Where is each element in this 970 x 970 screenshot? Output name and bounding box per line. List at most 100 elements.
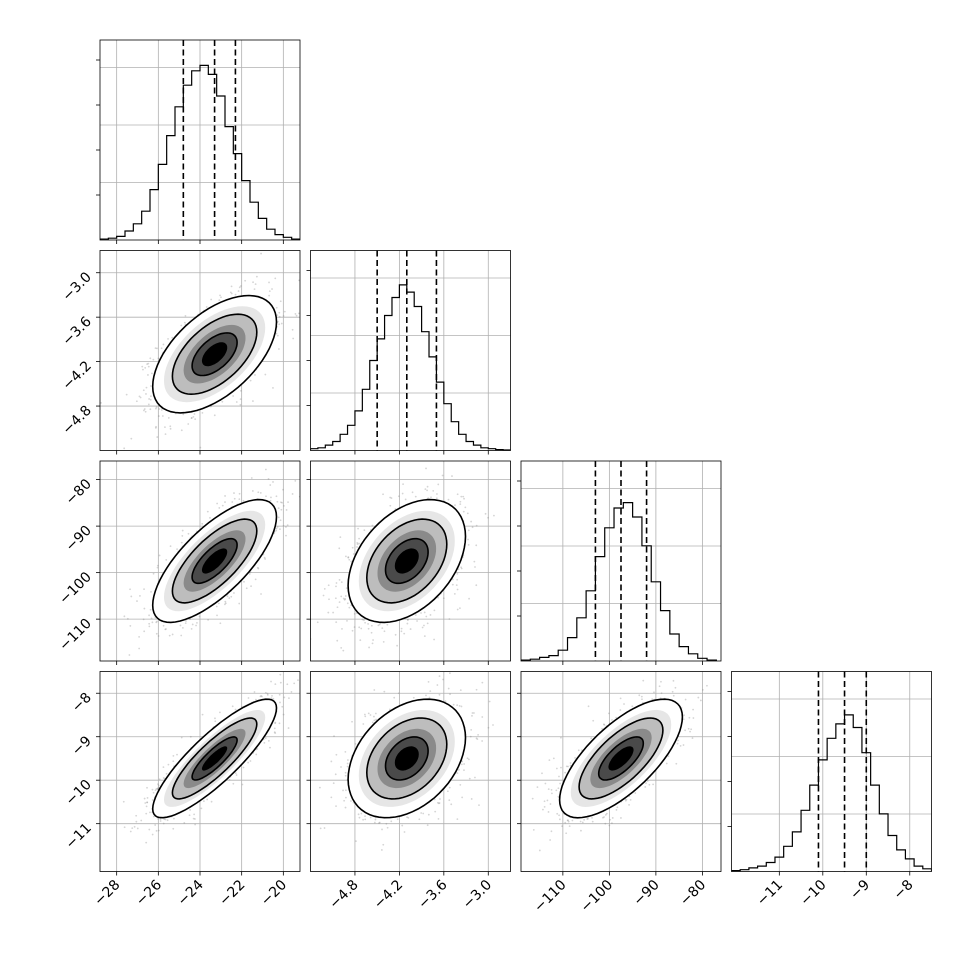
sample-point [148, 828, 151, 831]
sample-point [268, 290, 271, 293]
sample-point [250, 477, 253, 479]
sample-point [257, 491, 260, 494]
sample-point [184, 314, 187, 317]
sample-point [143, 607, 146, 610]
sample-point [389, 496, 392, 499]
sample-point [353, 626, 356, 628]
sample-point [470, 520, 473, 523]
sample-point [459, 500, 462, 503]
sample-point [155, 425, 157, 428]
contour-0 [191, 332, 238, 377]
sample-point [426, 489, 428, 492]
sample-point [364, 621, 366, 624]
sample-point [342, 597, 345, 600]
y-tick-label: −4.8 [59, 403, 94, 438]
sample-point [265, 495, 267, 498]
sample-point [172, 760, 175, 763]
sample-point [235, 401, 238, 403]
sample-point [224, 495, 226, 497]
sample-point [192, 415, 195, 418]
sample-point [167, 417, 170, 419]
sample-point [348, 558, 351, 561]
sample-point [338, 578, 341, 581]
sample-point [216, 502, 219, 505]
sample-point [219, 294, 221, 297]
sample-point [280, 508, 283, 511]
sample-point [142, 618, 145, 621]
sample-point [149, 357, 152, 360]
sample-point [157, 415, 160, 417]
sample-point [213, 414, 216, 417]
sample-point [460, 567, 463, 570]
sample-point [156, 566, 159, 569]
sample-point [467, 529, 470, 532]
sample-point [397, 495, 400, 498]
sample-point [406, 618, 409, 621]
sample-point [269, 484, 272, 486]
sample-point [292, 337, 295, 340]
sample-point [155, 632, 158, 635]
sample-point [187, 532, 190, 535]
histogram-panel-1 [306, 250, 511, 455]
y-tick-label: −4.2 [59, 358, 94, 393]
sample-point [147, 374, 149, 376]
sample-point [256, 566, 259, 569]
sample-point [155, 621, 158, 624]
sample-point [285, 509, 288, 511]
sample-point [294, 479, 297, 482]
sample-point [171, 633, 174, 636]
sample-point [436, 493, 438, 495]
sample-point [335, 582, 338, 584]
sample-point [358, 537, 360, 540]
sample-point [257, 567, 260, 570]
sample-point [164, 628, 167, 631]
sample-point [456, 493, 459, 496]
sample-point [336, 606, 339, 609]
sample-point [129, 625, 132, 627]
sample-point [245, 587, 248, 590]
sample-point [291, 493, 294, 495]
sample-point [239, 403, 242, 406]
sample-point [144, 410, 147, 413]
sample-point [242, 499, 245, 502]
sample-point [459, 607, 461, 610]
sample-point [250, 585, 252, 588]
sample-point [471, 526, 474, 529]
sample-point [252, 281, 254, 284]
sample-point [199, 446, 202, 449]
sample-point [359, 639, 362, 642]
sample-point [347, 556, 350, 558]
histogram-panel-0 [96, 39, 301, 244]
sample-point [278, 348, 280, 350]
sample-point [184, 622, 187, 625]
sample-point [150, 590, 152, 593]
sample-point [316, 445, 318, 447]
sample-point [487, 516, 489, 519]
sample-point [442, 597, 445, 600]
sample-point [272, 481, 274, 483]
sample-point [423, 611, 426, 614]
sample-point [232, 395, 235, 397]
sample-point [275, 495, 278, 498]
sample-point [435, 497, 438, 500]
scatter-panel-2-1 [306, 460, 511, 665]
sample-point [229, 291, 232, 294]
density-band [208, 554, 221, 568]
sample-point [414, 614, 417, 616]
sample-point [238, 286, 241, 289]
sample-point [158, 408, 161, 410]
sample-point [148, 398, 151, 400]
sample-point [190, 417, 193, 420]
sample-point [156, 620, 158, 623]
sample-point [456, 572, 459, 575]
sample-point [343, 598, 346, 601]
sample-point [161, 415, 164, 417]
sample-point [346, 602, 349, 605]
sample-point [182, 413, 185, 416]
sample-point [335, 585, 337, 588]
sample-point [149, 408, 152, 411]
sample-point [451, 578, 454, 581]
scatter-panel-2-0: −110−100−90−80 [56, 445, 318, 665]
sample-point [344, 555, 347, 558]
